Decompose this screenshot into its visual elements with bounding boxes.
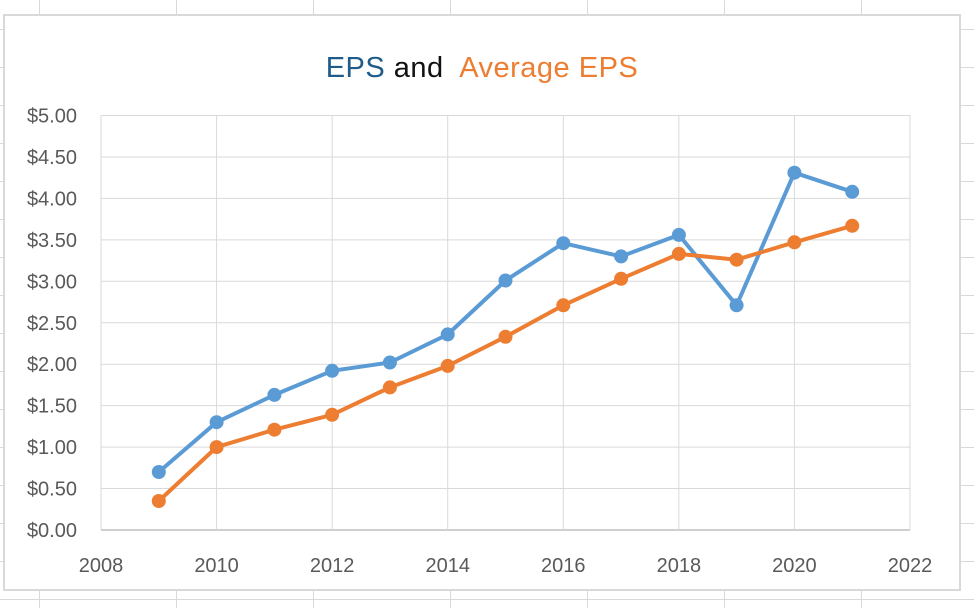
average-eps-marker-2016[interactable] [556, 298, 571, 313]
chart-title-and: and [385, 52, 453, 84]
eps-marker-2015[interactable] [498, 273, 513, 288]
average-eps-marker-2013[interactable] [382, 380, 397, 395]
average-eps-marker-2018[interactable] [671, 246, 686, 261]
eps-marker-2020[interactable] [787, 165, 802, 180]
eps-marker-2013[interactable] [382, 355, 397, 370]
x-axis-tick-label: 2012 [310, 555, 355, 577]
y-axis-tick-label: $5.00 [27, 106, 77, 128]
average-eps-marker-2020[interactable] [787, 235, 802, 250]
average-eps-marker-2009[interactable] [151, 494, 166, 508]
average-eps-line[interactable] [156, 223, 855, 503]
y-axis-tick-label: $0.00 [27, 520, 77, 542]
average-eps-marker-2015[interactable] [498, 329, 513, 344]
eps-marker-2017[interactable] [614, 249, 629, 264]
x-axis-tick-label: 2022 [888, 555, 933, 577]
average-eps-marker-2021[interactable] [845, 218, 860, 233]
eps-marker-2021[interactable] [845, 184, 860, 199]
average-eps-marker-2010[interactable] [209, 440, 224, 455]
chart-title-eps: EPS [325, 52, 386, 84]
eps-marker-2014[interactable] [440, 327, 455, 342]
y-axis-tick-label: $1.00 [27, 437, 77, 459]
average-eps-marker-2011[interactable] [267, 422, 282, 437]
x-axis-tick-label: 2008 [79, 555, 124, 577]
eps-marker-2009[interactable] [151, 465, 166, 479]
y-axis-tick-label: $2.50 [27, 313, 77, 335]
chart-area[interactable]: $0.00 $0.50 $1.00 $1.50 $2.00 $2.50 $3.00 $3.50… [3, 14, 961, 591]
y-axis-tick-label: $1.50 [27, 396, 77, 418]
y-axis-tick-label: $2.00 [27, 354, 77, 376]
eps-marker-2012[interactable] [325, 363, 340, 378]
y-axis-tick-label: $0.50 [27, 479, 77, 501]
eps-marker-2011[interactable] [267, 387, 282, 402]
average-eps-marker-2017[interactable] [614, 271, 629, 286]
x-axis-tick-label: 2010 [194, 555, 239, 577]
eps-marker-2016[interactable] [556, 236, 571, 251]
x-axis-tick-label: 2014 [425, 555, 470, 577]
average-eps-marker-2019[interactable] [729, 252, 744, 267]
eps-marker-2018[interactable] [671, 227, 686, 242]
eps-marker-2010[interactable] [209, 415, 224, 430]
y-axis-tick-label: $4.00 [27, 188, 77, 210]
eps-marker-2019[interactable] [729, 298, 744, 313]
x-axis-tick-label: 2018 [657, 555, 702, 577]
y-axis-tick-label: $3.00 [27, 271, 77, 293]
average-eps-marker-2012[interactable] [325, 407, 340, 422]
x-axis-tick-label: 2016 [541, 555, 586, 577]
chart-title: EPS and Average EPS [5, 52, 959, 85]
y-axis-tick-label: $3.50 [27, 230, 77, 252]
x-axis-tick-label: 2020 [772, 555, 817, 577]
chart-title-average-eps: Average EPS [452, 52, 639, 84]
average-eps-marker-2014[interactable] [440, 358, 455, 373]
chart-plot: $0.00 $0.50 $1.00 $1.50 $2.00 $2.50 $3.00 $3.50… [27, 106, 933, 578]
y-axis-tick-label: $4.50 [27, 147, 77, 169]
